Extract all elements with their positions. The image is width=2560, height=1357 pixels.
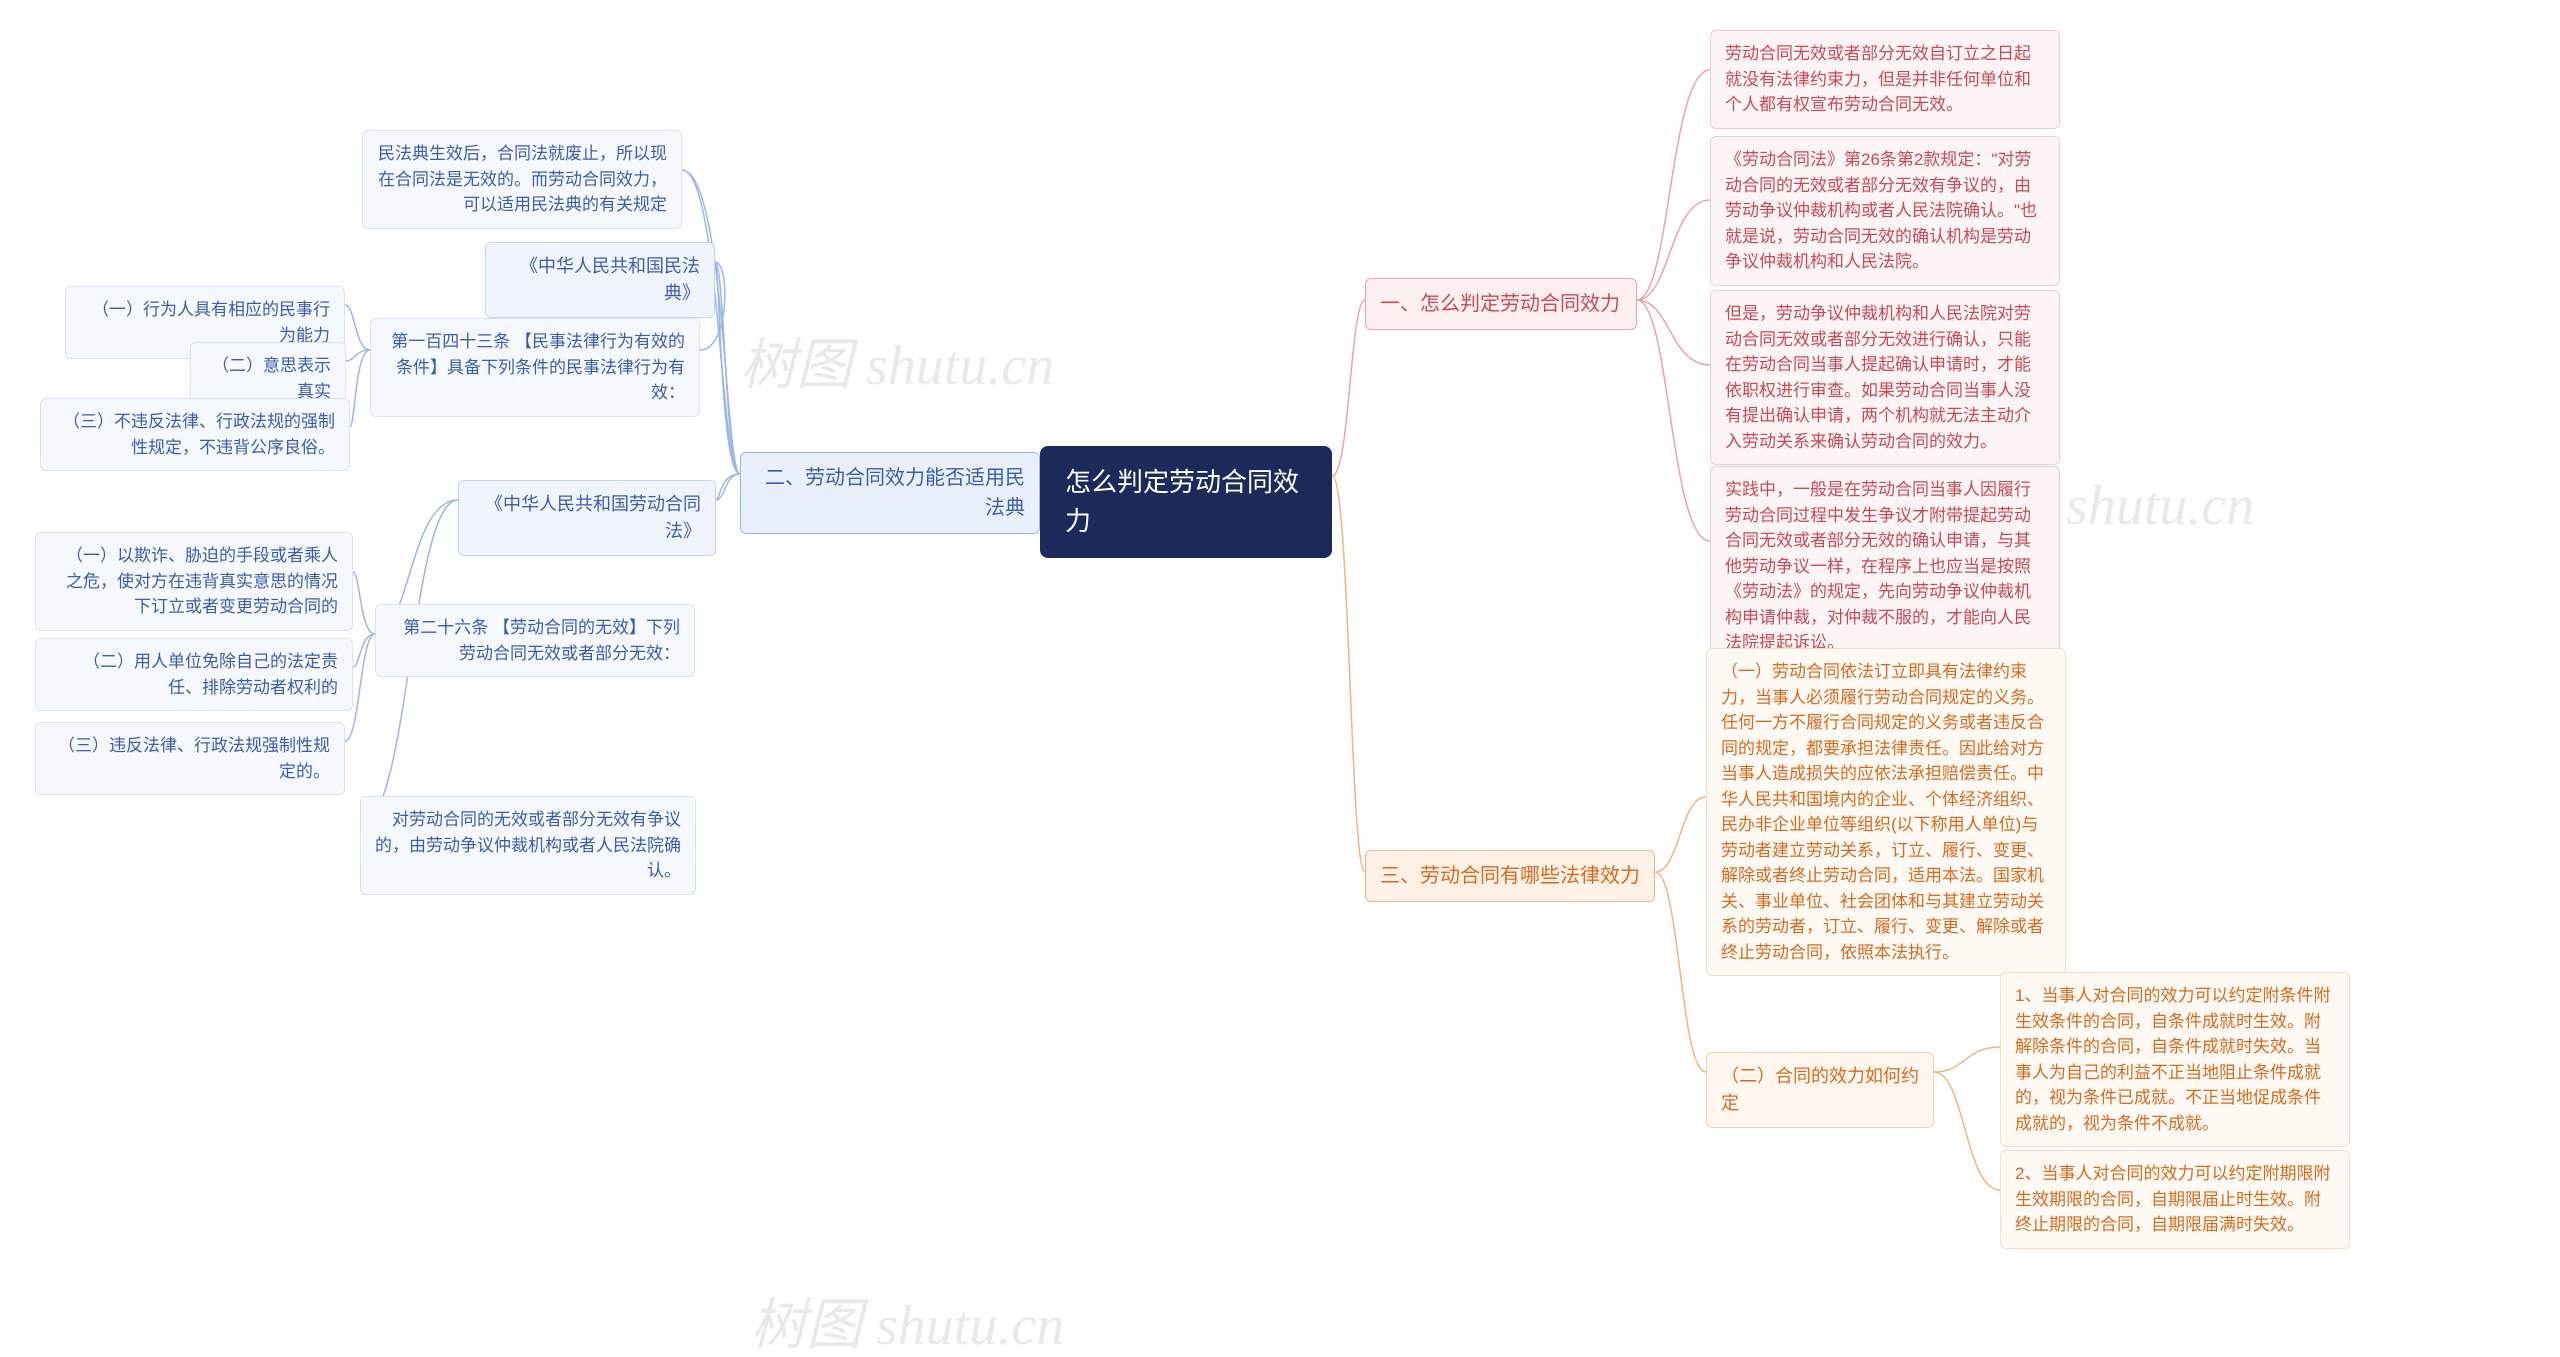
branch-1: 一、怎么判定劳动合同效力 <box>1365 278 1637 330</box>
branch-1-leaf-1: 《劳动合同法》第26条第2款规定："对劳动合同的无效或者部分无效有争议的，由劳动… <box>1710 136 2060 286</box>
branch-2-child-2-0-0: （一）以欺诈、胁迫的手段或者乘人之危，使对方在违背真实意思的情况下订立或者变更劳… <box>35 532 353 631</box>
root-node: 怎么判定劳动合同效力 <box>1040 446 1332 558</box>
branch-2-child-2-0-1: （二）用人单位免除自己的法定责任、排除劳动者权利的 <box>35 638 353 711</box>
branch-2-child-2-0: 第二十六条 【劳动合同的无效】下列劳动合同无效或者部分无效： <box>375 604 695 677</box>
branch-2: 二、劳动合同效力能否适用民法典 <box>740 452 1040 534</box>
branch-1-leaf-2: 但是，劳动争议仲裁机构和人民法院对劳动合同无效或者部分无效进行确认，只能在劳动合… <box>1710 290 2060 465</box>
branch-2-child-1: 《中华人民共和国民法典》 <box>485 242 715 318</box>
branch-1-leaf-0: 劳动合同无效或者部分无效自订立之日起就没有法律约束力，但是并非任何单位和个人都有… <box>1710 30 2060 129</box>
branch-2-child-2-1: 对劳动合同的无效或者部分无效有争议的，由劳动争议仲裁机构或者人民法院确认。 <box>360 796 696 895</box>
branch-3-child-1-0: 1、当事人对合同的效力可以约定附条件附生效条件的合同，自条件成就时生效。附解除条… <box>2000 972 2350 1147</box>
branch-3-child-1-1: 2、当事人对合同的效力可以约定附期限附生效期限的合同，自期限届止时生效。附终止期… <box>2000 1150 2350 1249</box>
branch-2-child-1-0-2: （三）不违反法律、行政法规的强制性规定，不违背公序良俗。 <box>40 398 350 471</box>
branch-3-child-0: （一）劳动合同依法订立即具有法律约束力，当事人必须履行劳动合同规定的义务。任何一… <box>1706 648 2066 976</box>
watermark: 树图 shutu.cn <box>750 1280 1064 1357</box>
watermark: 树图 shutu.cn <box>740 320 1054 401</box>
branch-2-child-2: 《中华人民共和国劳动合同法》 <box>458 480 716 556</box>
branch-2-child-2-0-2: （三）违反法律、行政法规强制性规定的。 <box>35 722 345 795</box>
branch-2-child-1-0: 第一百四十三条 【民事法律行为有效的条件】具备下列条件的民事法律行为有效： <box>370 318 700 417</box>
branch-2-child-0: 民法典生效后，合同法就废止，所以现在合同法是无效的。而劳动合同效力，可以适用民法… <box>362 130 682 229</box>
branch-1-leaf-3: 实践中，一般是在劳动合同当事人因履行劳动合同过程中发生争议才附带提起劳动合同无效… <box>1710 466 2060 667</box>
branch-3: 三、劳动合同有哪些法律效力 <box>1365 850 1655 902</box>
branch-3-child-1: （二）合同的效力如何约定 <box>1706 1052 1934 1128</box>
